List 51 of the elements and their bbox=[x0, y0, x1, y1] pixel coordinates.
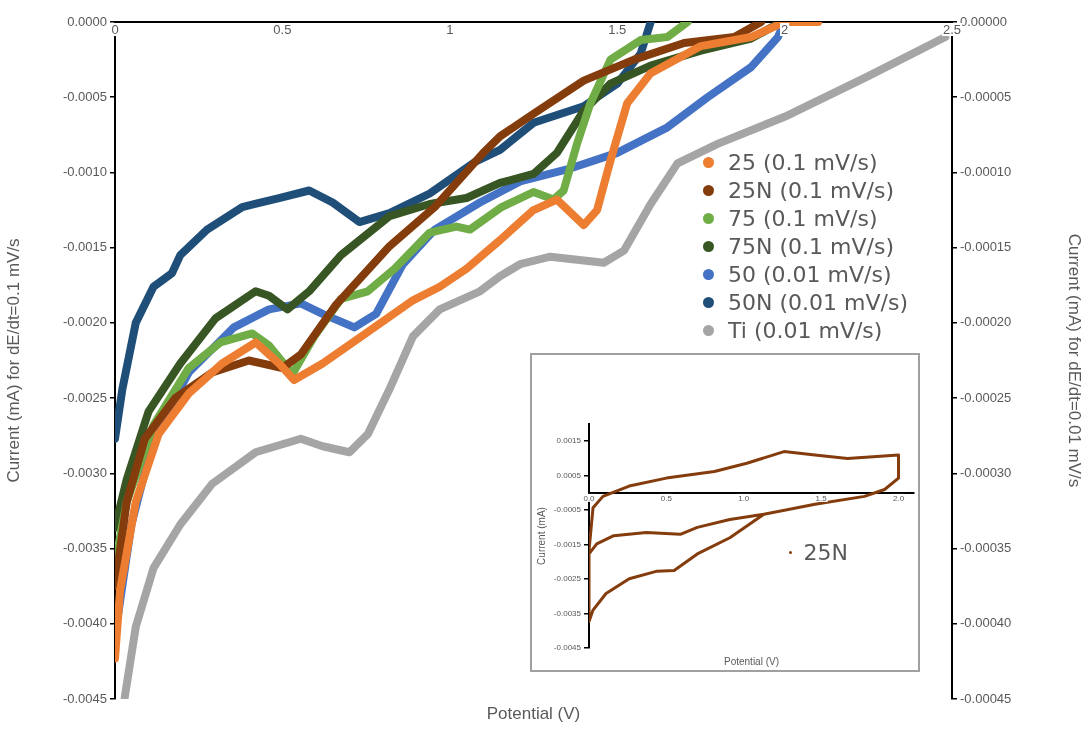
y2-tick-label: -0.00035 bbox=[960, 540, 1012, 556]
y-tick-label: -0.0005 bbox=[62, 88, 107, 104]
y-tick-label: -0.0015 bbox=[62, 239, 107, 255]
legend-label: 75 (0.1 mV/s) bbox=[728, 206, 878, 231]
y2-tick-label: -0.00030 bbox=[960, 464, 1012, 480]
x-tick-label: 2.5 bbox=[942, 22, 962, 38]
x-axis-title: Potential (V) bbox=[486, 704, 581, 724]
legend-label: 50N (0.01 mV/s) bbox=[728, 290, 908, 315]
y-tick-label: -0.0040 bbox=[62, 615, 107, 631]
y2-tick-label: -0.00005 bbox=[960, 88, 1012, 104]
x-tick-label: 1.5 bbox=[815, 494, 828, 504]
y-tick-label: -0.0025 bbox=[62, 389, 107, 405]
x-tick-label: 2 bbox=[780, 22, 789, 38]
legend-label: Ti (0.01 mV/s) bbox=[728, 318, 883, 343]
y2-tick-label: -0.00020 bbox=[960, 314, 1012, 330]
x-tick-label: 0.0 bbox=[583, 494, 596, 504]
y-tick-label: -0.0005 bbox=[553, 505, 582, 515]
x-tick-label: 1.5 bbox=[608, 22, 627, 38]
y2-tick-label: -0.00045 bbox=[960, 690, 1012, 706]
legend-label: 25N (0.1 mV/s) bbox=[728, 178, 894, 203]
y-tick-label: -0.0035 bbox=[62, 540, 107, 556]
x-tick-label: 0.5 bbox=[273, 22, 292, 38]
x-axis-title: Potential (V) bbox=[723, 655, 780, 667]
x-tick-label: 1 bbox=[446, 22, 454, 38]
x-tick-label: 2.0 bbox=[892, 494, 905, 504]
y-axis-title: Current (mA) for dE/dt=0.1 mV/s bbox=[3, 238, 23, 483]
y-tick-label: 0.0005 bbox=[556, 470, 582, 480]
y-tick-label: 0.0000 bbox=[67, 13, 107, 29]
x-tick-label: 1.0 bbox=[738, 494, 750, 504]
y2-axis-title: Current (mA) for dE/dt=0.01 mV/s bbox=[1065, 233, 1085, 488]
y-tick-label: -0.0045 bbox=[553, 643, 582, 653]
y-tick-label: -0.0030 bbox=[62, 464, 107, 480]
y-axis-title: Current (mA) bbox=[535, 507, 547, 565]
y-tick-label: -0.0020 bbox=[62, 314, 107, 330]
y2-tick-label: 0.00000 bbox=[960, 13, 1007, 29]
y-tick-label: -0.0035 bbox=[553, 608, 582, 618]
x-tick-label: 0.5 bbox=[660, 494, 673, 504]
legend-label: 25N bbox=[803, 540, 848, 565]
x-tick-label: 0 bbox=[111, 22, 119, 38]
y2-tick-label: -0.00025 bbox=[960, 389, 1012, 405]
y2-tick-label: -0.00040 bbox=[960, 615, 1012, 631]
y-tick-label: -0.0010 bbox=[62, 164, 107, 180]
legend-label: 50 (0.01 mV/s) bbox=[728, 262, 892, 287]
legend-label: 75N (0.1 mV/s) bbox=[728, 234, 894, 259]
y2-tick-label: -0.00010 bbox=[960, 164, 1012, 180]
legend-label: 25 (0.1 mV/s) bbox=[728, 150, 878, 175]
y-tick-label: 0.0015 bbox=[556, 436, 582, 446]
y-tick-label: -0.0015 bbox=[553, 539, 582, 549]
y-tick-label: -0.0045 bbox=[62, 690, 107, 706]
y2-tick-label: -0.00015 bbox=[960, 239, 1012, 255]
y-tick-label: -0.0025 bbox=[553, 574, 582, 584]
